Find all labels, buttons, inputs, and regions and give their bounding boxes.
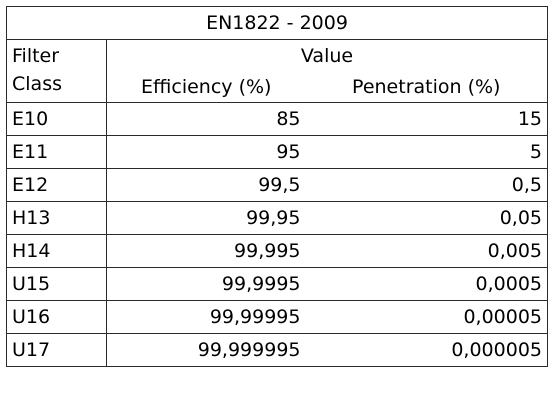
table-title-row: EN1822 - 2009 bbox=[5, 6, 549, 40]
table-row: U15 99,9995 0,0005 bbox=[6, 267, 549, 301]
filter-class-cell: U16 bbox=[6, 300, 107, 334]
table-row: U17 99,999995 0,000005 bbox=[6, 333, 549, 367]
filter-class-cell: U15 bbox=[6, 267, 107, 301]
table-row: H13 99,95 0,05 bbox=[6, 201, 549, 235]
filter-class-cell: E11 bbox=[6, 135, 107, 169]
efficiency-cell: 99,999995 bbox=[106, 333, 306, 367]
efficiency-cell: 99,9995 bbox=[106, 267, 306, 301]
filter-class-cell: H14 bbox=[6, 234, 107, 268]
table-row: E11 95 5 bbox=[6, 135, 549, 169]
table-row: E10 85 15 bbox=[6, 102, 549, 136]
filter-class-cell: E12 bbox=[6, 168, 107, 202]
efficiency-header: Efficiency (%) bbox=[106, 71, 306, 103]
efficiency-cell: 85 bbox=[106, 102, 306, 136]
table-title: EN1822 - 2009 bbox=[5, 6, 549, 40]
filter-class-cell: U17 bbox=[6, 333, 107, 367]
efficiency-cell: 99,995 bbox=[106, 234, 306, 268]
penetration-cell: 0,005 bbox=[305, 234, 549, 268]
filter-class-header-line2: Class bbox=[12, 73, 62, 95]
efficiency-cell: 99,99995 bbox=[106, 300, 306, 334]
filter-class-cell: H13 bbox=[6, 201, 107, 235]
penetration-cell: 0,00005 bbox=[305, 300, 549, 334]
efficiency-cell: 99,95 bbox=[106, 201, 306, 235]
table-row: H14 99,995 0,005 bbox=[6, 234, 549, 268]
header-row-top: Filter Class Value bbox=[6, 39, 549, 103]
filter-class-table-container: EN1822 - 2009 Filter Class Value Efficie… bbox=[5, 6, 549, 397]
penetration-cell: 0,0005 bbox=[305, 267, 549, 301]
penetration-cell: 0,000005 bbox=[305, 333, 549, 367]
efficiency-cell: 99,5 bbox=[106, 168, 306, 202]
filter-class-cell: E10 bbox=[6, 102, 107, 136]
penetration-cell: 15 bbox=[305, 102, 549, 136]
filter-class-header: Filter Class bbox=[6, 39, 107, 103]
filter-class-header-line1: Filter bbox=[12, 45, 60, 67]
header-row-sub: Efficiency (%) Penetration (%) bbox=[7, 71, 549, 103]
penetration-cell: 0,05 bbox=[305, 201, 549, 235]
filter-class-table: EN1822 - 2009 Filter Class Value Efficie… bbox=[5, 6, 549, 367]
value-header: Value bbox=[105, 39, 549, 71]
table-row: E12 99,5 0,5 bbox=[6, 168, 549, 202]
efficiency-cell: 95 bbox=[106, 135, 306, 169]
penetration-header: Penetration (%) bbox=[305, 71, 549, 103]
penetration-cell: 0,5 bbox=[305, 168, 549, 202]
table-row: U16 99,99995 0,00005 bbox=[6, 300, 549, 334]
penetration-cell: 5 bbox=[305, 135, 549, 169]
